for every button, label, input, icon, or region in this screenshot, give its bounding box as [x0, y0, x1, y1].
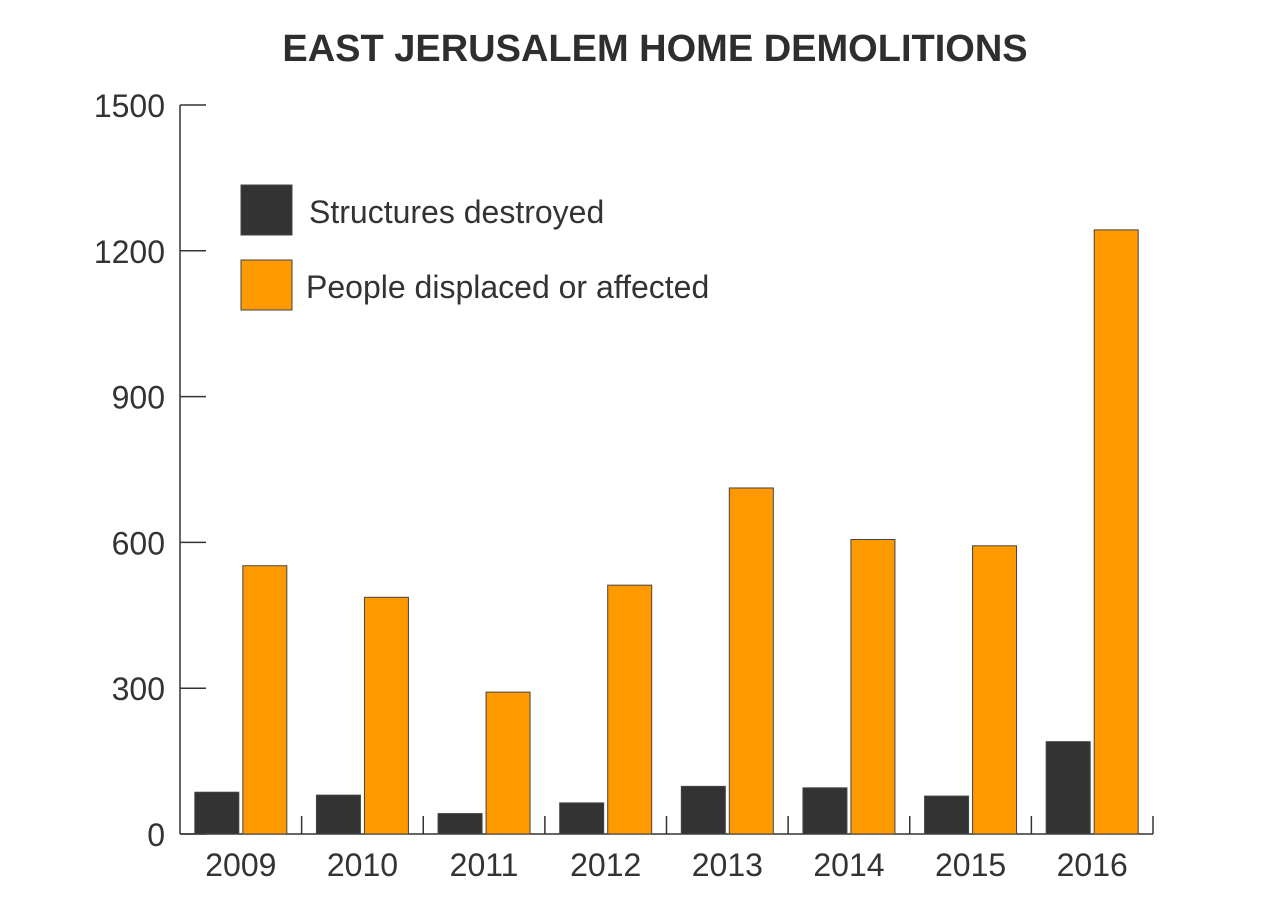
bar-people-displaced	[728, 487, 774, 835]
legend-label: Structures destroyed	[309, 194, 604, 230]
bar-structures-destroyed	[315, 794, 361, 835]
axes: 0 300 600 900 1200 1500	[94, 88, 1154, 853]
bar-structures-destroyed	[194, 791, 240, 835]
x-tick-label: 2014	[813, 847, 884, 883]
bar-people-displaced	[242, 565, 288, 835]
legend-swatch	[240, 259, 293, 311]
x-tick-label: 2016	[1057, 847, 1128, 883]
y-tick-label: 900	[112, 380, 165, 416]
chart-title: EAST JERUSALEM HOME DEMOLITIONS	[282, 28, 1028, 70]
bar-structures-destroyed	[559, 802, 605, 835]
bar-people-displaced	[1093, 229, 1139, 835]
x-tick-label: 2013	[692, 847, 763, 883]
x-tick-label: 2012	[570, 847, 641, 883]
bar-structures-destroyed	[1045, 741, 1091, 835]
bar-structures-destroyed	[802, 787, 848, 835]
y-tick-label: 0	[147, 817, 165, 853]
x-tick-label: 2010	[327, 847, 398, 883]
bar-people-displaced	[972, 545, 1018, 835]
bar-people-displaced	[363, 596, 409, 835]
legend: Structures destroyed People displaced or …	[240, 184, 709, 311]
legend-label: People displaced or affected	[306, 269, 709, 305]
bar-people-displaced	[607, 584, 653, 835]
y-tick-label: 300	[112, 671, 165, 707]
bar-structures-destroyed	[924, 795, 970, 835]
x-tick-label: 2009	[205, 847, 276, 883]
bar-structures-destroyed	[437, 813, 483, 835]
bars: 2009 2010 2011 2012 2013 2014 2015 2016	[194, 229, 1139, 883]
bar-people-displaced	[850, 538, 896, 835]
x-tick-label: 2011	[450, 847, 519, 883]
y-tick-label: 600	[112, 525, 165, 561]
y-tick-label: 1200	[94, 234, 165, 270]
bar-structures-destroyed	[680, 785, 726, 835]
legend-swatch	[240, 184, 293, 236]
x-tick-label: 2015	[935, 847, 1006, 883]
bar-people-displaced	[485, 691, 531, 835]
y-tick-label: 1500	[94, 88, 165, 124]
